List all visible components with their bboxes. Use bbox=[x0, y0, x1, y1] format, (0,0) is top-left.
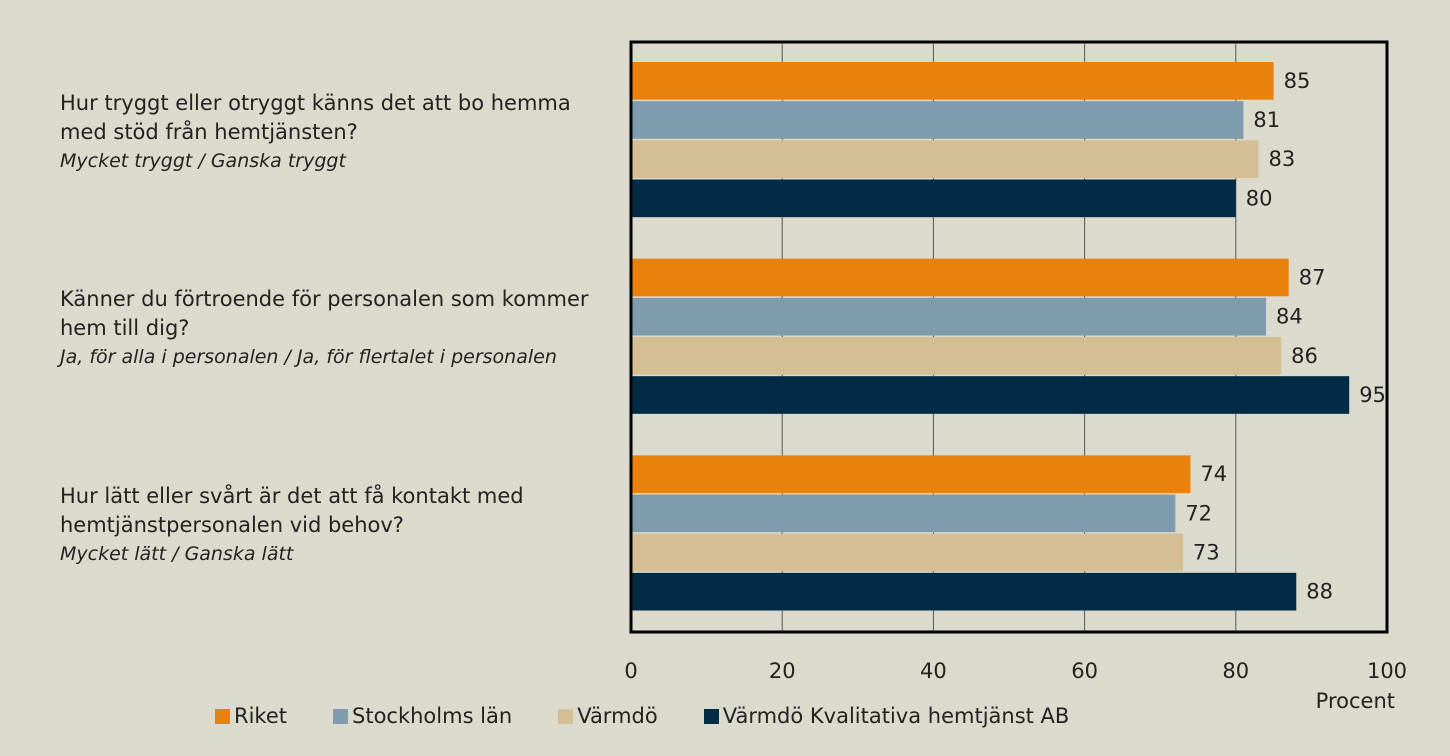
x-tick-label: 80 bbox=[1222, 659, 1249, 683]
legend: Riket Stockholms län Värmdö Värmdö Kvalitat… bbox=[215, 704, 1069, 728]
data-label: 73 bbox=[1193, 541, 1220, 565]
bar bbox=[631, 258, 1289, 297]
data-label: 85 bbox=[1284, 69, 1311, 93]
bar bbox=[631, 179, 1236, 218]
legend-item: Stockholms län bbox=[333, 704, 512, 728]
legend-label: Värmdö Kvalitativa hemtjänst AB bbox=[722, 704, 1070, 728]
category-note: Ja, för alla i personalen / Ja, för fler… bbox=[60, 346, 557, 369]
bar bbox=[631, 140, 1259, 178]
category-label: Känner du förtroende för personalen som … bbox=[60, 231, 600, 428]
x-axis-title: Procent bbox=[1316, 689, 1395, 713]
data-label: 95 bbox=[1359, 383, 1386, 407]
category-question: Känner du förtroende för personalen som … bbox=[60, 287, 589, 341]
legend-item: Värmdö bbox=[558, 704, 658, 728]
legend-swatch bbox=[215, 708, 230, 724]
category-note: Mycket lätt / Ganska lätt bbox=[60, 543, 294, 566]
bar bbox=[631, 337, 1282, 375]
legend-label: Riket bbox=[234, 704, 287, 728]
data-label: 83 bbox=[1268, 147, 1295, 171]
x-tick-label: 0 bbox=[624, 659, 637, 683]
data-label: 81 bbox=[1253, 108, 1280, 132]
bar bbox=[631, 494, 1176, 533]
category-note: Mycket tryggt / Ganska tryggt bbox=[60, 149, 346, 172]
bar bbox=[631, 572, 1297, 611]
bar bbox=[631, 376, 1350, 414]
bar bbox=[631, 297, 1267, 336]
category-label: Hur lätt eller svårt är det att få konta… bbox=[60, 427, 600, 624]
bar bbox=[631, 62, 1274, 100]
x-tick-label: 40 bbox=[920, 659, 947, 683]
x-tick-label: 20 bbox=[769, 659, 796, 683]
x-tick-label: 60 bbox=[1071, 659, 1098, 683]
bar bbox=[631, 455, 1191, 493]
data-label: 86 bbox=[1291, 344, 1318, 368]
data-label: 88 bbox=[1306, 580, 1333, 604]
legend-swatch bbox=[703, 708, 719, 724]
legend-swatch bbox=[558, 708, 574, 724]
data-label: 87 bbox=[1299, 266, 1326, 290]
bar bbox=[631, 101, 1244, 139]
category-question: Hur tryggt eller otryggt känns det att b… bbox=[60, 90, 571, 144]
legend-label: Stockholms län bbox=[352, 704, 513, 728]
legend-item: Värmdö Kvalitativa hemtjänst AB bbox=[703, 704, 1070, 728]
data-label: 72 bbox=[1185, 501, 1212, 525]
legend-label: Värmdö bbox=[577, 704, 658, 728]
data-label: 84 bbox=[1276, 305, 1303, 329]
bar bbox=[631, 533, 1183, 572]
legend-item: Riket bbox=[215, 704, 287, 728]
category-label: Hur tryggt eller otryggt känns det att b… bbox=[60, 34, 600, 231]
category-question: Hur lätt eller svårt är det att få konta… bbox=[60, 484, 524, 538]
legend-swatch bbox=[333, 708, 348, 724]
data-label: 74 bbox=[1200, 462, 1227, 486]
data-label: 80 bbox=[1246, 186, 1273, 210]
x-tick-label: 100 bbox=[1367, 659, 1407, 683]
plot-border bbox=[629, 40, 1389, 634]
